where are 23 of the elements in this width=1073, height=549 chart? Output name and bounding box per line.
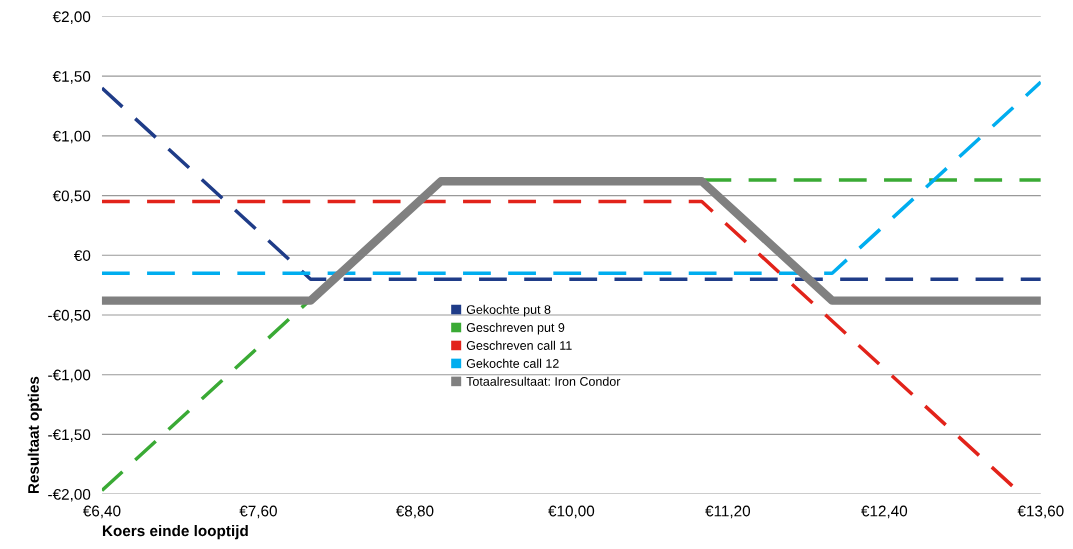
x-tick-label: €11,20 <box>705 505 751 519</box>
legend-label: Geschreven put 9 <box>466 322 565 335</box>
y-tick-label: €2,00 <box>52 11 91 24</box>
x-tick-label: €13,60 <box>1017 505 1064 519</box>
x-tick-label: €7,60 <box>239 505 277 519</box>
x-tick-label: €10,00 <box>548 505 595 519</box>
y-tick-label: -€1,00 <box>48 369 91 383</box>
legend-label: Gekochte call 12 <box>466 358 559 368</box>
x-tick-label: €6,40 <box>82 505 121 519</box>
legend-label: Totaalresultaat: Iron Condor <box>466 376 621 386</box>
x-tick-label: €8,80 <box>395 505 434 519</box>
x-axis-title: Koers einde looptijd <box>102 525 248 540</box>
y-tick-label: €0 <box>73 250 91 261</box>
y-axis-title: Resultaat opties <box>27 376 42 494</box>
x-tick-label: €12,40 <box>861 505 908 519</box>
y-tick-label: €0,50 <box>52 190 91 204</box>
y-tick-label: -€0,50 <box>48 309 91 323</box>
legend-label: Gekochte put 8 <box>466 304 551 317</box>
y-tick-label: €1,00 <box>52 130 91 144</box>
y-tick-label: -€1,50 <box>48 429 91 442</box>
legend-label: Geschreven call 11 <box>466 340 572 350</box>
y-tick-label: -€2,00 <box>48 488 91 502</box>
y-tick-label: €1,50 <box>52 71 91 84</box>
